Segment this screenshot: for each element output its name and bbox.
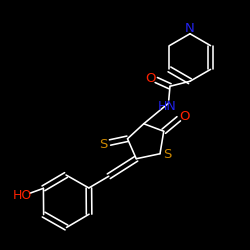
Text: N: N [185, 22, 195, 35]
Text: O: O [179, 110, 190, 123]
Text: HO: HO [13, 189, 32, 202]
Text: S: S [100, 138, 108, 151]
Text: HN: HN [158, 100, 177, 113]
Text: S: S [163, 148, 171, 162]
Text: O: O [146, 72, 156, 85]
